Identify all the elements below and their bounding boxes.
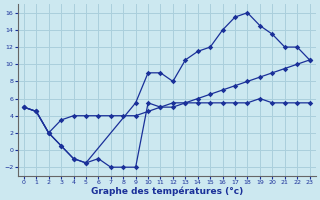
X-axis label: Graphe des températures (°c): Graphe des températures (°c)	[91, 186, 243, 196]
